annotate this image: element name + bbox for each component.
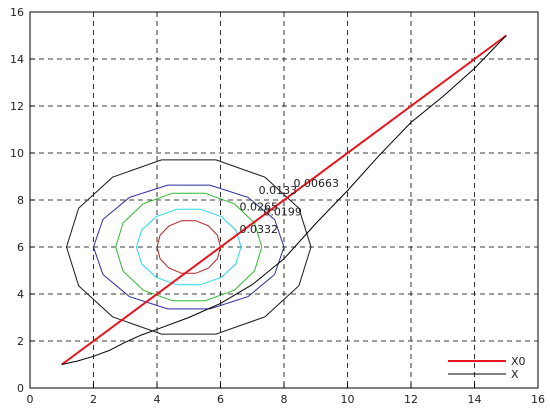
y-axis-ticks: 0 2 4 6 8 10 12 14 16 bbox=[10, 6, 35, 395]
contour-line-0 bbox=[65, 159, 312, 335]
legend-label-x0: X0 bbox=[511, 355, 526, 368]
y-tick-label: 4 bbox=[17, 288, 24, 301]
legend-label-x: X bbox=[511, 368, 519, 381]
contour-line-3 bbox=[135, 208, 242, 286]
contour-label-3: 0.0199 bbox=[263, 205, 302, 218]
x-tick-label: 0 bbox=[27, 393, 34, 406]
y-tick-label: 0 bbox=[17, 382, 24, 395]
contour-lines bbox=[65, 159, 312, 335]
contour-label-2: 0.0265 bbox=[240, 201, 278, 214]
x-tick-label: 6 bbox=[217, 393, 224, 406]
y-tick-label: 12 bbox=[10, 100, 24, 113]
contour-line-1 bbox=[92, 184, 285, 310]
contour-label-0: 0.0133 bbox=[259, 184, 298, 197]
contour-line-2 bbox=[115, 192, 263, 302]
legend: X0 X bbox=[448, 355, 526, 381]
contour-label-4: 0.0332 bbox=[240, 223, 278, 236]
x-axis-ticks: 0 2 4 6 8 10 12 14 16 bbox=[27, 383, 545, 406]
contour-label-1: 0.00663 bbox=[294, 177, 340, 190]
x-tick-label: 2 bbox=[90, 393, 97, 406]
x-tick-label: 4 bbox=[154, 393, 161, 406]
y-tick-label: 14 bbox=[10, 53, 24, 66]
series-line-x bbox=[61, 35, 507, 365]
series-lines bbox=[61, 34, 507, 366]
y-tick-label: 16 bbox=[10, 6, 24, 19]
series-line-x0 bbox=[61, 34, 507, 366]
y-tick-label: 2 bbox=[17, 335, 24, 348]
x-tick-label: 12 bbox=[404, 393, 418, 406]
x-tick-label: 10 bbox=[341, 393, 355, 406]
x-tick-label: 8 bbox=[281, 393, 288, 406]
x-tick-label: 16 bbox=[531, 393, 545, 406]
contour-line-4 bbox=[156, 220, 222, 274]
y-tick-label: 10 bbox=[10, 147, 24, 160]
y-tick-label: 6 bbox=[17, 241, 24, 254]
x-tick-label: 14 bbox=[468, 393, 482, 406]
y-tick-label: 8 bbox=[17, 194, 24, 207]
